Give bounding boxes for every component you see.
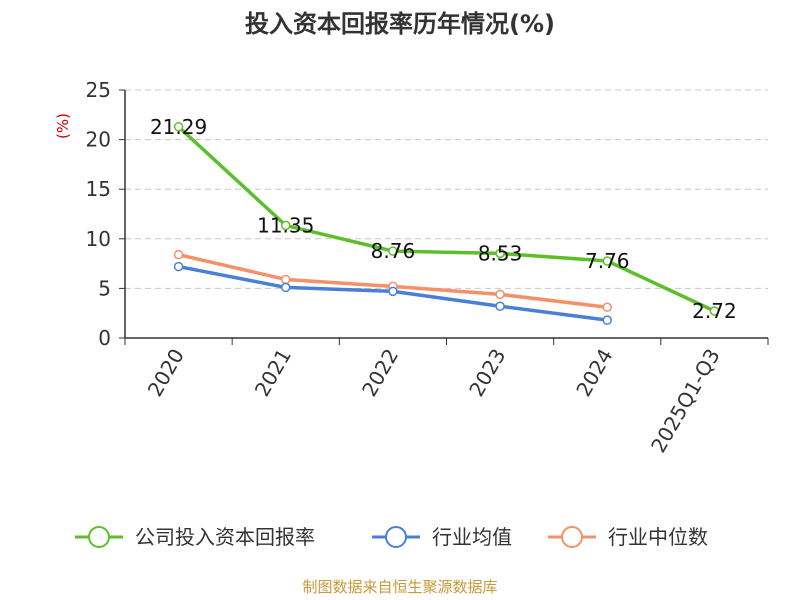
data-point [281, 220, 291, 231]
data-label: 2.72 [692, 299, 737, 323]
data-label: 8.53 [478, 241, 523, 265]
data-point [173, 261, 184, 272]
x-tick-label: 2023 [464, 345, 510, 401]
y-tick-label: 15 [86, 177, 111, 201]
y-tick-label: 10 [86, 227, 111, 251]
legend-swatch-marker [88, 526, 110, 548]
x-tick-label: 2022 [357, 345, 403, 401]
data-point [388, 246, 398, 256]
legend-swatch-marker [385, 526, 407, 548]
data-point [602, 315, 612, 325]
y-axis-unit: (%) [54, 113, 72, 139]
x-tick-label: 2020 [143, 345, 189, 401]
chart-title: 投入资本回报率历年情况(%) [245, 10, 555, 38]
data-point [388, 286, 398, 297]
data-label: 8.76 [371, 239, 416, 263]
grid-layer [125, 89, 768, 289]
data-point [173, 122, 184, 132]
y-tick-label: 25 [86, 78, 111, 102]
data-point [281, 282, 291, 293]
source-note: 制图数据来自恒生聚源数据库 [302, 578, 497, 596]
y-tick-label: 5 [98, 276, 111, 300]
data-point [495, 248, 505, 259]
series-line-0 [177, 125, 716, 313]
legend-label: 行业中位数 [608, 525, 708, 549]
legend-label: 行业均值 [432, 525, 512, 549]
data-point [281, 274, 291, 285]
data-label: 11.35 [257, 213, 314, 237]
data-point [602, 302, 612, 312]
legend[interactable]: 公司投入资本回报率 行业均值 行业中位数 [75, 525, 708, 549]
data-label: 7.76 [585, 249, 630, 273]
data-point [495, 289, 505, 300]
legend-item-1[interactable]: 行业均值 [372, 525, 512, 549]
y-tick-label: 0 [98, 326, 111, 350]
data-point [709, 306, 720, 316]
data-point [173, 249, 184, 260]
data-label: 21.29 [150, 115, 207, 139]
x-tick-label: 2024 [571, 345, 617, 401]
data-label-layer: 21.29 11.35 8.76 8.53 7.76 2.72 [150, 115, 737, 323]
x-tick-label: 2021 [250, 345, 296, 401]
data-point [495, 301, 505, 312]
legend-swatch-marker [561, 526, 583, 548]
data-point [602, 256, 612, 266]
legend-item-2[interactable]: 行业中位数 [548, 525, 708, 549]
legend-item-0[interactable]: 公司投入资本回报率 [75, 525, 315, 549]
x-tick-label: 2025Q1-Q3 [646, 345, 725, 457]
legend-label: 公司投入资本回报率 [135, 525, 315, 549]
series-layer [173, 122, 720, 325]
y-tick-label: 20 [86, 128, 111, 152]
